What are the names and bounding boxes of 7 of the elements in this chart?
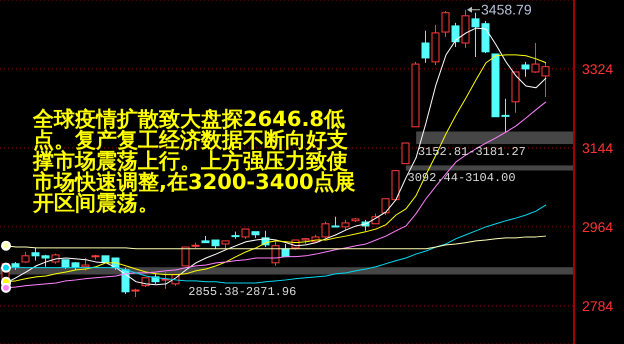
annotation: 全球疫情扩散致大盘探2646.8低点。复产复工经济数据不断向好支撑市场震荡上行。上方强压力致使市场快速调整,在3200-3400点展开区间震荡。 — [33, 107, 357, 215]
y-tick-label: 2784 — [582, 298, 614, 314]
y-tick-label: 2964 — [582, 218, 614, 235]
y-tick-label: 3324 — [582, 60, 614, 77]
band-label: 2855.38-2871.96 — [188, 284, 296, 298]
y-tick-label: 3144 — [582, 140, 614, 156]
annotation: 3458.79 — [481, 2, 532, 18]
